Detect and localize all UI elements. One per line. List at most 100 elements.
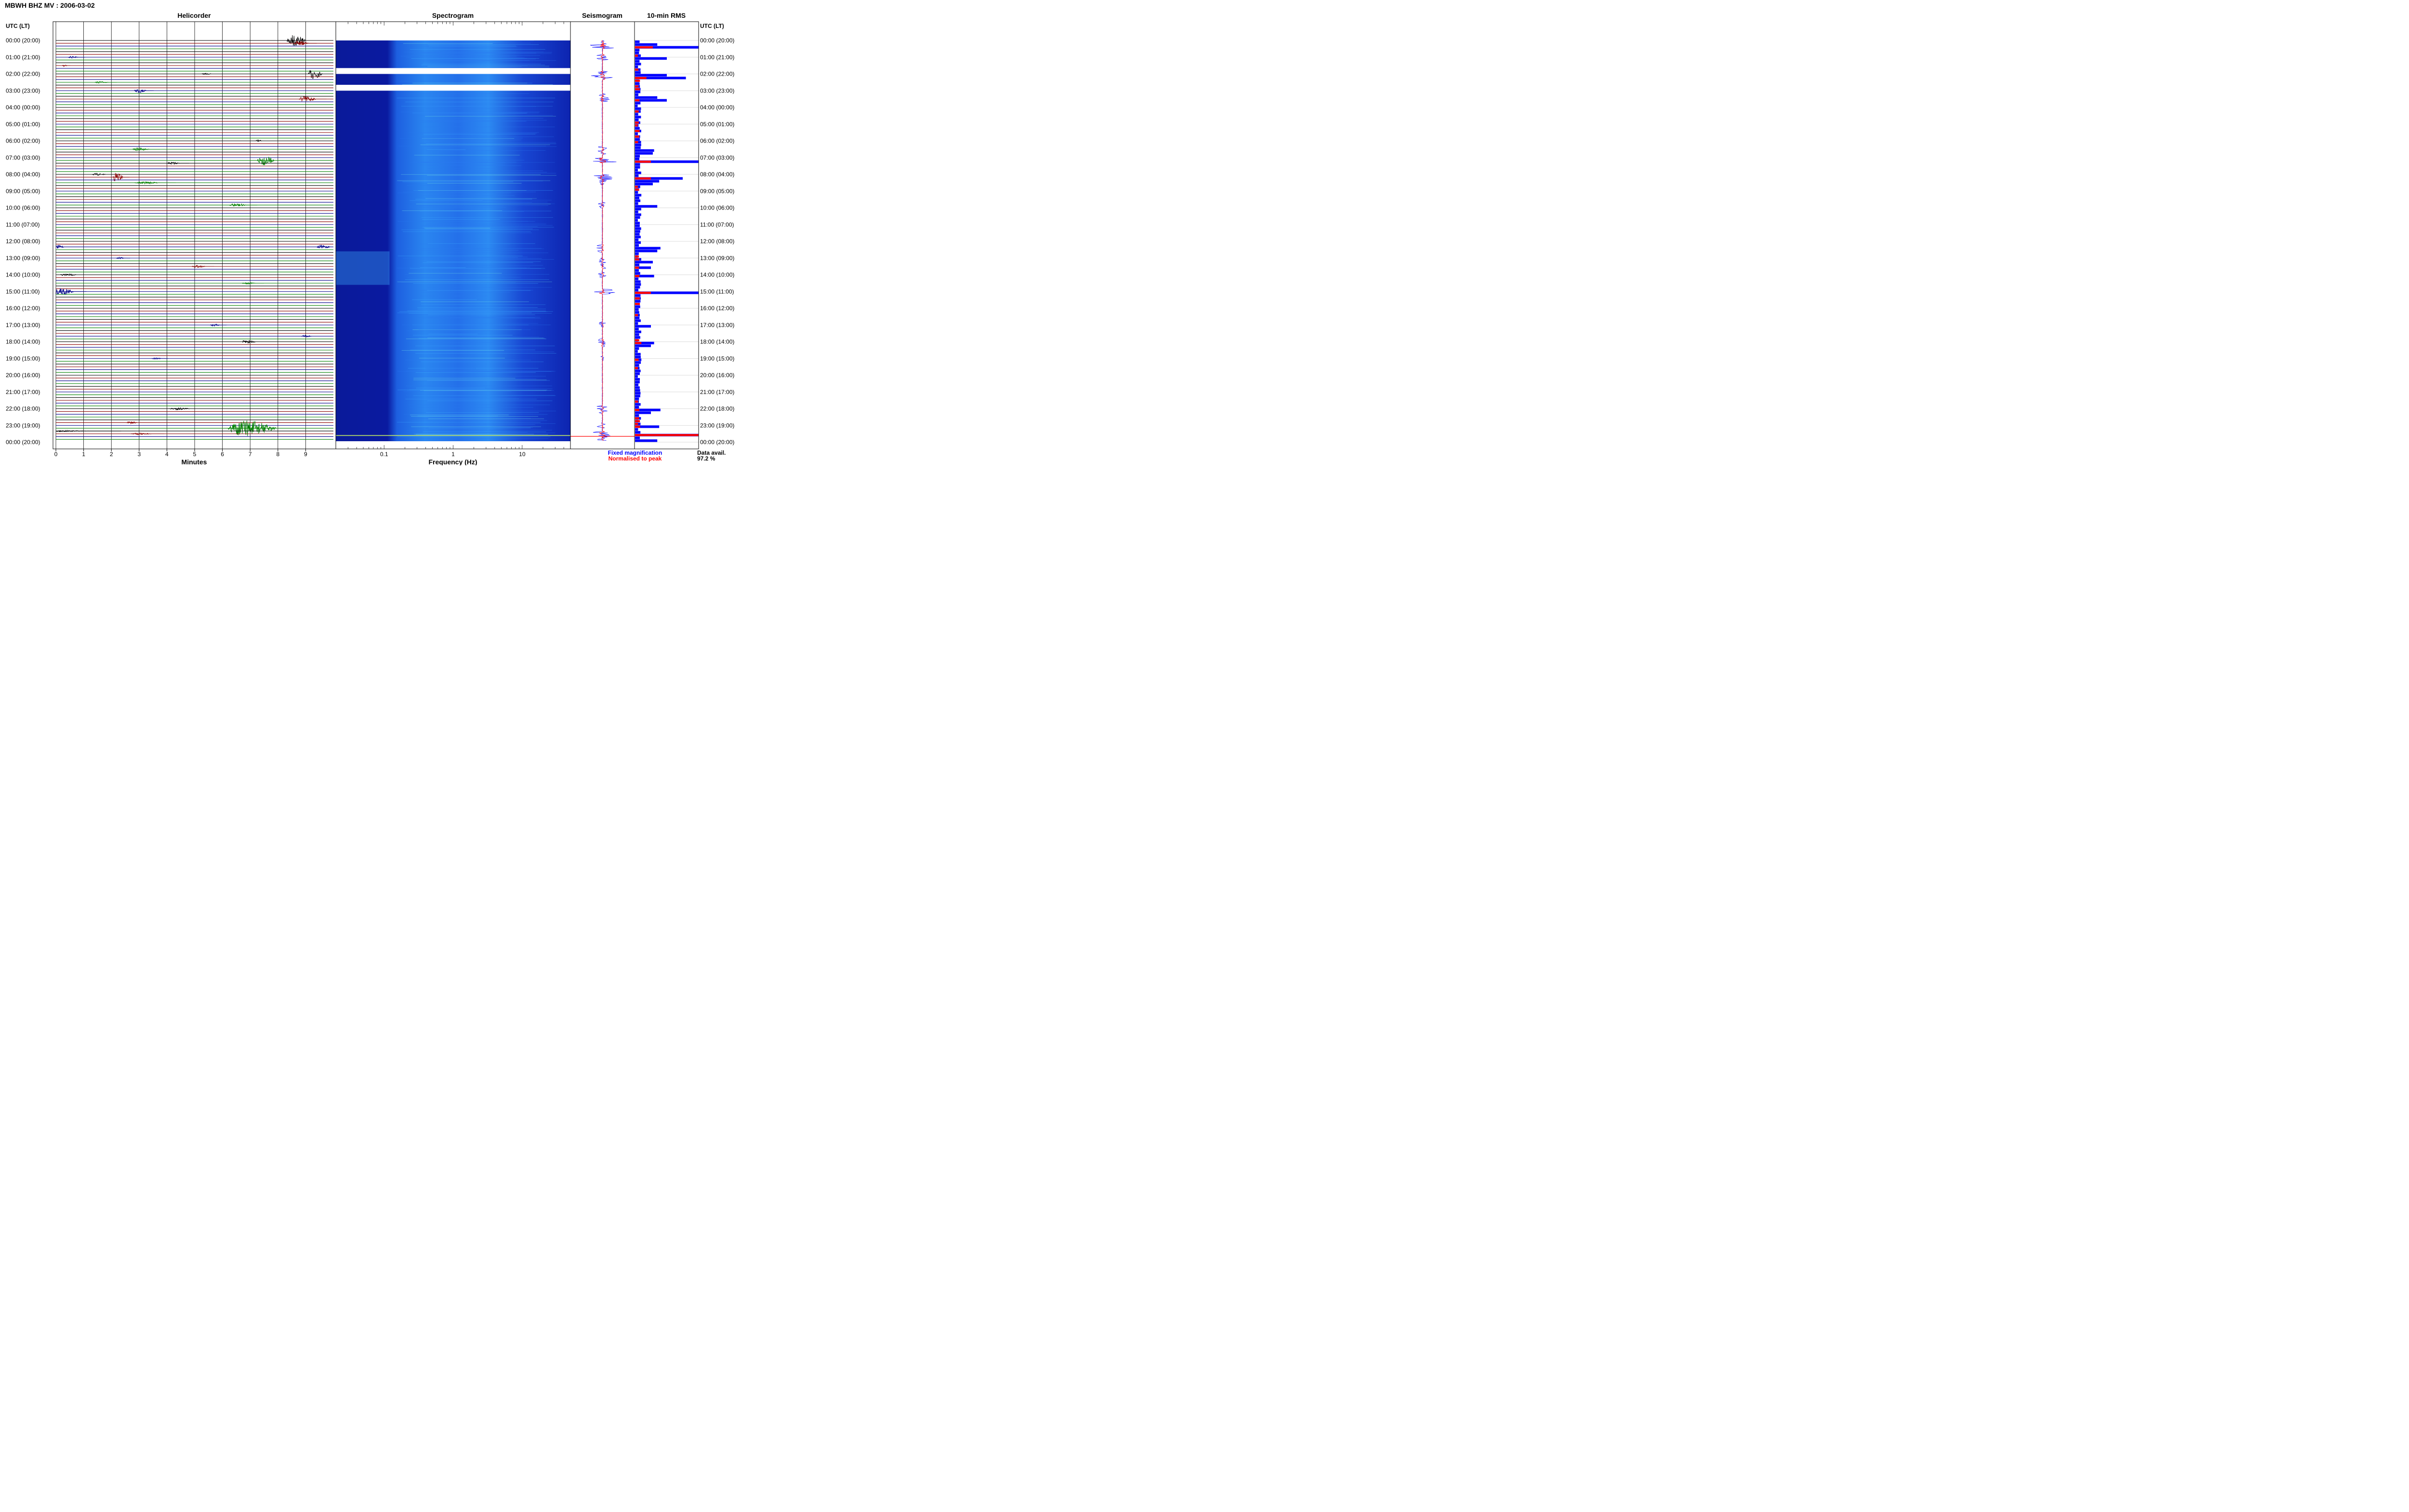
legend-normalised-to-peak: Normalised to peak xyxy=(609,455,662,462)
rms-bar-normalised xyxy=(635,434,699,436)
rms-bar-fixed xyxy=(635,300,641,302)
spectrogram-title: Spectrogram xyxy=(432,12,474,19)
rms-bar-fixed xyxy=(635,96,658,99)
helicorder-event xyxy=(60,273,88,276)
helicorder-event xyxy=(116,256,131,260)
time-label-left: 14:00 (10:00) xyxy=(6,272,40,278)
time-label-left: 00:00 (20:00) xyxy=(6,439,40,446)
helicorder-traces xyxy=(55,35,333,440)
rms-bar-fixed xyxy=(635,52,639,54)
rms-bars xyxy=(635,40,699,442)
page-title: MBWH BHZ MV : 2006-03-02 xyxy=(5,1,95,9)
rms-bar-fixed xyxy=(635,263,640,266)
helicorder-event xyxy=(201,72,218,75)
helicorder-x-tick-label: 0 xyxy=(54,451,58,458)
rms-bar-fixed xyxy=(635,149,654,152)
rms-bar-fixed xyxy=(635,213,641,216)
rms-bar-fixed xyxy=(635,347,639,350)
seismogram-title: Seismogram xyxy=(582,12,622,19)
rms-bar-fixed xyxy=(635,113,638,116)
helicorder-event xyxy=(241,340,264,344)
helicorder-event xyxy=(308,70,331,79)
rms-bar-normalised xyxy=(635,291,651,294)
rms-bar-fixed xyxy=(635,160,699,163)
rms-bar-fixed xyxy=(635,183,653,185)
time-label-left: 22:00 (18:00) xyxy=(6,406,40,412)
rms-bar-fixed xyxy=(635,414,639,417)
rms-bar-normalised xyxy=(635,160,651,163)
time-label-left: 13:00 (09:00) xyxy=(6,255,40,262)
rms-bar-fixed xyxy=(635,342,654,344)
rms-bar-fixed xyxy=(635,222,640,224)
rms-bar-fixed xyxy=(635,361,641,364)
time-label-left: 20:00 (16:00) xyxy=(6,372,40,379)
time-label-right: 02:00 (22:00) xyxy=(700,71,734,78)
spectrogram-lowfreq-patch xyxy=(336,251,390,285)
time-labels-left: 00:00 (20:00) 01:00 (21:00) 02:00 (22:00) 0… xyxy=(6,37,40,446)
time-label-left: 16:00 (12:00) xyxy=(6,305,40,312)
spectrogram-x-ticks: 0.1 1 10 xyxy=(335,22,571,458)
helicorder-event xyxy=(298,95,327,102)
time-label-right: 18:00 (14:00) xyxy=(700,339,734,345)
helicorder-event xyxy=(112,173,130,182)
spectrogram-x-tick-label: 0.1 xyxy=(380,451,388,458)
rms-bar-fixed xyxy=(635,403,641,406)
rms-bar-fixed xyxy=(635,138,640,141)
helicorder-event xyxy=(56,245,69,249)
rms-bar-normalised xyxy=(635,409,639,411)
rms-bar-normalised xyxy=(635,258,639,261)
rms-title: 10-min RMS xyxy=(647,12,686,19)
rms-bar-fixed xyxy=(635,381,640,383)
rms-bar-normalised xyxy=(635,54,638,57)
time-label-right: 22:00 (18:00) xyxy=(700,406,734,412)
rms-bar-fixed xyxy=(635,330,641,333)
helicorder-event xyxy=(287,35,318,46)
rms-bar-normalised xyxy=(635,188,639,191)
rms-bar-fixed xyxy=(635,322,638,325)
helicorder-event xyxy=(62,65,71,67)
helicorder-event xyxy=(167,161,189,165)
time-label-left: 23:00 (19:00) xyxy=(6,422,40,429)
helicorder-x-tick-label: 9 xyxy=(304,451,307,458)
time-label-right: 00:00 (20:00) xyxy=(700,37,734,44)
helicorder-event xyxy=(210,323,227,327)
rms-bar-fixed xyxy=(635,194,642,197)
spectrogram-gap xyxy=(336,85,570,91)
rms-bar-fixed xyxy=(635,344,651,347)
spectrogram-image xyxy=(336,40,570,441)
rms-bar-normalised xyxy=(635,130,640,132)
rms-bar-fixed xyxy=(635,219,638,222)
rms-bar-fixed xyxy=(635,294,641,297)
rms-bar-fixed xyxy=(635,291,699,294)
rms-bar-fixed xyxy=(635,216,640,219)
rms-frame xyxy=(634,21,699,449)
rms-bar-fixed xyxy=(635,174,639,177)
rms-bar-fixed xyxy=(635,118,639,121)
rms-bar-fixed xyxy=(635,171,641,174)
rms-bar-fixed xyxy=(635,316,640,319)
helicorder-event xyxy=(132,147,160,151)
helicorder-event xyxy=(131,432,164,436)
rms-bar-normalised xyxy=(635,417,639,420)
rms-bar-fixed xyxy=(635,372,640,375)
rms-bar-fixed xyxy=(635,364,639,367)
helicorder-event xyxy=(257,157,285,166)
rms-bar-fixed xyxy=(635,177,683,180)
rms-bar-fixed xyxy=(635,425,660,428)
time-label-right: 13:00 (09:00) xyxy=(700,255,734,262)
rms-bar-fixed xyxy=(635,394,640,397)
rms-bar-normalised xyxy=(635,177,651,180)
rms-bar-fixed xyxy=(635,386,640,389)
rms-bar-fixed xyxy=(635,244,639,247)
time-label-left: 05:00 (01:00) xyxy=(6,121,40,128)
seismogram-fixed-trace xyxy=(590,40,617,441)
helicorder-event xyxy=(134,181,176,185)
time-label-right: 01:00 (21:00) xyxy=(700,54,734,61)
rms-bar-fixed xyxy=(635,325,651,328)
rms-bar-normalised xyxy=(635,121,639,124)
rms-bar-fixed xyxy=(635,431,641,434)
rms-bar-normalised xyxy=(635,88,640,91)
time-label-left: 12:00 (08:00) xyxy=(6,238,40,245)
helicorder-x-tick-label: 4 xyxy=(165,451,169,458)
rms-bar-fixed xyxy=(635,272,640,275)
